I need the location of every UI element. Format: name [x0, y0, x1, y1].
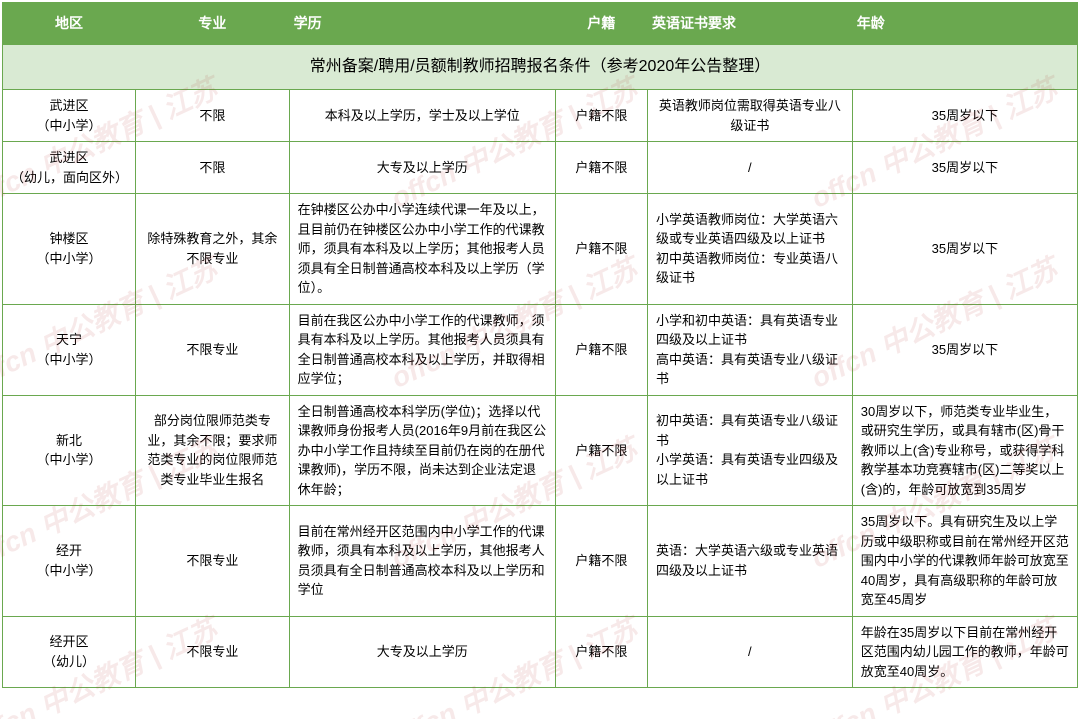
cell-region: 经开区（幼儿）: [3, 616, 136, 688]
region-sub: （中小学）: [11, 249, 127, 269]
cell-hukou: 户籍不限: [555, 395, 647, 506]
region-main: 经开: [11, 541, 127, 561]
cell-major: 不限: [136, 142, 290, 194]
table-title: 常州备案/聘用/员额制教师招聘报名条件（参考2020年公告整理）: [3, 45, 1078, 90]
region-sub: （中小学）: [11, 561, 127, 581]
table-row: 经开区（幼儿）不限专业大专及以上学历户籍不限/年龄在35周岁以下目前在常州经开区…: [3, 616, 1078, 688]
col-header-edu: 学历: [289, 3, 555, 45]
cell-edu: 目前在常州经开区范围内中小学工作的代课教师，须具有本科及以上学历，其他报考人员须…: [289, 506, 555, 617]
cell-eng: 初中英语：具有英语专业八级证书小学英语：具有英语专业四级及以上证书: [647, 395, 852, 506]
col-header-age: 年龄: [852, 3, 1077, 45]
region-sub: （中小学）: [11, 450, 127, 470]
cell-edu: 本科及以上学历，学士及以上学位: [289, 90, 555, 142]
cell-eng: /: [647, 616, 852, 688]
cell-major: 部分岗位限师范类专业，其余不限；要求师范类专业的岗位限师范类专业毕业生报名: [136, 395, 290, 506]
table-title-row: 常州备案/聘用/员额制教师招聘报名条件（参考2020年公告整理）: [3, 45, 1078, 90]
col-header-region: 地区: [3, 3, 136, 45]
cell-edu: 大专及以上学历: [289, 616, 555, 688]
cell-hukou: 户籍不限: [555, 142, 647, 194]
requirements-table: 常州备案/聘用/员额制教师招聘报名条件（参考2020年公告整理） 武进区（中小学…: [2, 2, 1078, 688]
cell-region: 武进区（中小学）: [3, 90, 136, 142]
cell-major: 不限: [136, 90, 290, 142]
cell-edu: 全日制普通高校本科学历(学位)；选择以代课教师身份报考人员(2016年9月前在我…: [289, 395, 555, 506]
cell-eng: 小学和初中英语：具有英语专业四级及以上证书高中英语：具有英语专业八级证书: [647, 304, 852, 395]
cell-hukou: 户籍不限: [555, 90, 647, 142]
col-header-eng: 英语证书要求: [647, 3, 852, 45]
cell-major: 除特殊教育之外，其余不限专业: [136, 194, 290, 305]
cell-hukou: 户籍不限: [555, 506, 647, 617]
cell-eng: 小学英语教师岗位：大学英语六级或专业英语四级及以上证书初中英语教师岗位：专业英语…: [647, 194, 852, 305]
cell-eng: /: [647, 142, 852, 194]
region-sub: （中小学）: [11, 116, 127, 136]
cell-age: 35周岁以下: [852, 194, 1077, 305]
region-sub: （幼儿）: [11, 652, 127, 672]
region-main: 武进区: [11, 96, 127, 116]
cell-hukou: 户籍不限: [555, 616, 647, 688]
cell-region: 新北（中小学）: [3, 395, 136, 506]
cell-region: 武进区（幼儿，面向区外）: [3, 142, 136, 194]
cell-major: 不限专业: [136, 506, 290, 617]
table-row: 武进区（幼儿，面向区外）不限大专及以上学历户籍不限/35周岁以下: [3, 142, 1078, 194]
cell-age: 35周岁以下: [852, 142, 1077, 194]
region-main: 经开区: [11, 632, 127, 652]
table-header-row: 地区 专业 学历 户籍 英语证书要求 年龄: [3, 3, 1078, 45]
table-row: 经开（中小学）不限专业目前在常州经开区范围内中小学工作的代课教师，须具有本科及以…: [3, 506, 1078, 617]
cell-eng: 英语：大学英语六级或专业英语四级及以上证书: [647, 506, 852, 617]
region-main: 天宁: [11, 330, 127, 350]
cell-edu: 目前在我区公办中小学工作的代课教师，须具有本科及以上学历。其他报考人员须具有全日…: [289, 304, 555, 395]
region-sub: （中小学）: [11, 350, 127, 370]
col-header-major: 专业: [136, 3, 290, 45]
cell-age: 35周岁以下: [852, 90, 1077, 142]
cell-edu: 大专及以上学历: [289, 142, 555, 194]
cell-age: 35周岁以下。具有研究生及以上学历或中级职称或目前在常州经开区范围内中小学的代课…: [852, 506, 1077, 617]
cell-age: 年龄在35周岁以下目前在常州经开区范围内幼儿园工作的教师，年龄可放宽至40周岁。: [852, 616, 1077, 688]
cell-region: 经开（中小学）: [3, 506, 136, 617]
col-header-hukou: 户籍: [555, 3, 647, 45]
region-main: 新北: [11, 431, 127, 451]
cell-age: 35周岁以下: [852, 304, 1077, 395]
cell-age: 30周岁以下，师范类专业毕业生，或研究生学历，或具有辖市(区)骨干教师以上(含)…: [852, 395, 1077, 506]
region-main: 钟楼区: [11, 229, 127, 249]
table-row: 新北（中小学）部分岗位限师范类专业，其余不限；要求师范类专业的岗位限师范类专业毕…: [3, 395, 1078, 506]
cell-hukou: 户籍不限: [555, 194, 647, 305]
cell-region: 天宁（中小学）: [3, 304, 136, 395]
cell-hukou: 户籍不限: [555, 304, 647, 395]
table-row: 武进区（中小学）不限本科及以上学历，学士及以上学位户籍不限英语教师岗位需取得英语…: [3, 90, 1078, 142]
table-row: 钟楼区（中小学）除特殊教育之外，其余不限专业在钟楼区公办中小学连续代课一年及以上…: [3, 194, 1078, 305]
table-row: 天宁（中小学）不限专业目前在我区公办中小学工作的代课教师，须具有本科及以上学历。…: [3, 304, 1078, 395]
cell-eng: 英语教师岗位需取得英语专业八级证书: [647, 90, 852, 142]
cell-region: 钟楼区（中小学）: [3, 194, 136, 305]
cell-edu: 在钟楼区公办中小学连续代课一年及以上，且目前仍在钟楼区公办中小学工作的代课教师，…: [289, 194, 555, 305]
cell-major: 不限专业: [136, 304, 290, 395]
cell-major: 不限专业: [136, 616, 290, 688]
region-main: 武进区: [11, 148, 127, 168]
region-sub: （幼儿，面向区外）: [11, 168, 127, 188]
